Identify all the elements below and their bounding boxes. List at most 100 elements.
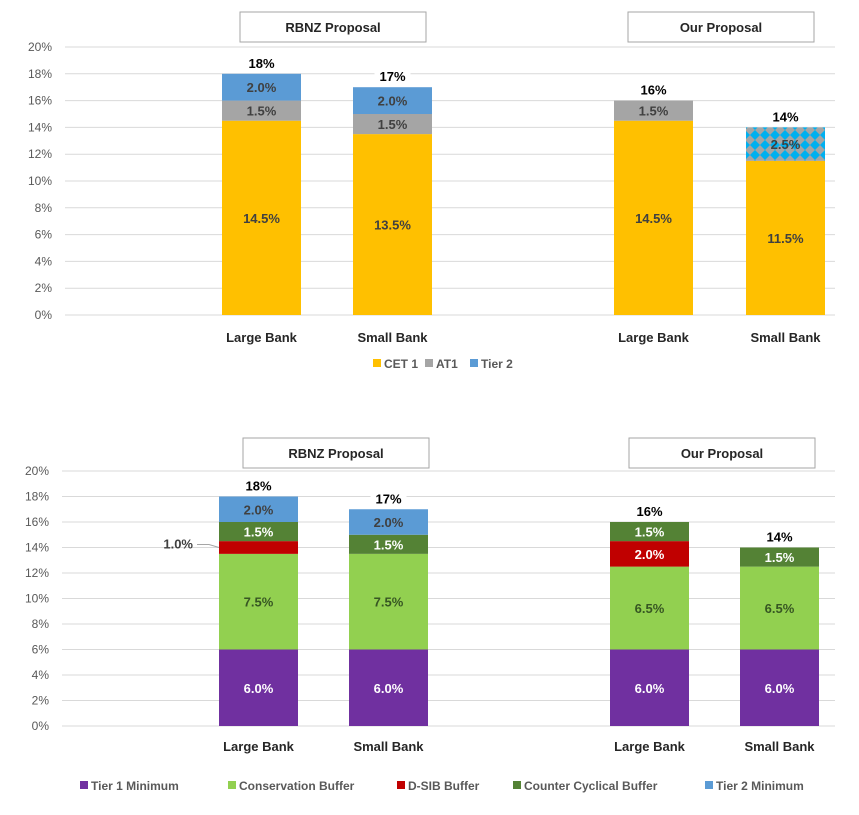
data-label: 1.5% [639, 104, 669, 119]
legend-label: Tier 1 Minimum [91, 779, 179, 793]
y-tick-label: 8% [32, 617, 50, 631]
legend-label: Tier 2 [481, 357, 513, 371]
bar-segment-tier-1-minimum [349, 649, 428, 726]
bar-segment-cet-1 [746, 160, 825, 315]
group-title: Our Proposal [681, 446, 763, 461]
legend-item: Tier 2 [470, 357, 513, 371]
y-tick-label: 6% [35, 228, 53, 242]
total-label: 16% [640, 83, 666, 98]
x-category-label: Small Bank [744, 739, 815, 754]
y-tick-label: 20% [28, 40, 52, 54]
callout-label: 1.0% [163, 537, 193, 552]
y-tick-label: 14% [28, 120, 52, 134]
total-label: 14% [772, 109, 798, 124]
legend-item: Tier 1 Minimum [80, 779, 179, 793]
y-tick-label: 0% [32, 719, 50, 733]
legend-item: Tier 2 Minimum [705, 779, 804, 793]
legend-swatch [513, 781, 521, 789]
legend-swatch [228, 781, 236, 789]
legend-label: CET 1 [384, 357, 418, 371]
data-label: 2.5% [771, 137, 801, 152]
group-title-box [627, 11, 815, 43]
data-label: 6.5% [765, 601, 795, 616]
y-tick-label: 12% [25, 566, 49, 580]
bar-segment-tier-1-minimum [610, 649, 689, 726]
data-label: 2.0% [244, 502, 274, 517]
group-title: RBNZ Proposal [288, 446, 383, 461]
bar-segment-cet-1 [614, 120, 693, 315]
bar-segment-counter-cyclical-buffer [349, 534, 428, 554]
data-label: 2.0% [635, 547, 665, 562]
bar-segment-tier-1-minimum [219, 649, 298, 726]
y-tick-label: 10% [25, 592, 49, 606]
data-label: 11.5% [767, 231, 804, 246]
y-tick-label: 8% [35, 201, 53, 215]
legend-label: Counter Cyclical Buffer [524, 779, 658, 793]
y-tick-label: 16% [28, 94, 52, 108]
data-label: 13.5% [374, 218, 411, 233]
legend-item: AT1 [425, 357, 458, 371]
legend-swatch [80, 781, 88, 789]
x-category-label: Large Bank [618, 330, 690, 345]
legend-item: Conservation Buffer [228, 779, 355, 793]
legend-swatch [373, 359, 381, 367]
legend-swatch [470, 359, 478, 367]
data-label: 14.5% [635, 211, 672, 226]
data-label: 6.0% [374, 681, 404, 696]
data-label: 6.0% [244, 681, 274, 696]
y-tick-label: 2% [35, 281, 53, 295]
x-category-label: Large Bank [223, 739, 295, 754]
total-label-bg [243, 54, 280, 71]
bar-segment-tier-2 [353, 87, 432, 114]
legend-item: Counter Cyclical Buffer [513, 779, 658, 793]
y-tick-label: 0% [35, 308, 53, 322]
bar-segment-tier-2 [222, 73, 301, 101]
total-label: 17% [375, 491, 401, 506]
total-label-bg [635, 81, 672, 98]
y-tick-label: 18% [25, 490, 49, 504]
x-category-label: Small Bank [353, 739, 424, 754]
data-label: 2.0% [374, 515, 404, 530]
data-label: 7.5% [244, 595, 274, 610]
chart-2: 0% 2% 4% 6% 8% 10% 12% 14% 16% 18% 20% RBNZ Proposa… [25, 437, 835, 793]
total-label-bg [240, 477, 277, 494]
bar-segment-conservation-buffer [610, 566, 689, 650]
legend-swatch [425, 359, 433, 367]
y-tick-label: 6% [32, 643, 50, 657]
group-title: Our Proposal [680, 20, 762, 35]
bar-segment-counter-cyclical-buffer [610, 522, 689, 542]
bar-segment-tier-2-minimum [219, 496, 298, 522]
total-label: 17% [379, 69, 405, 84]
y-tick-label: 4% [32, 668, 50, 682]
x-category-label: Small Bank [750, 330, 821, 345]
group-title: RBNZ Proposal [285, 20, 380, 35]
total-label: 16% [636, 504, 662, 519]
data-label: 14.5% [243, 211, 280, 226]
data-label: 2.0% [247, 80, 277, 95]
bar-segment-at1 [614, 100, 693, 121]
y-tick-label: 20% [25, 464, 49, 478]
legend-item: CET 1 [373, 357, 418, 371]
legend-item: D-SIB Buffer [397, 779, 480, 793]
bar-segment-tier-1-minimum [740, 649, 819, 726]
chart-1: 0% 2% 4% 6% 8% 10% 12% 14% 16% 18% 20% RBNZ Proposa… [28, 11, 835, 371]
total-label-bg [767, 108, 804, 125]
bar-segment-d-sib-buffer [219, 541, 298, 554]
bar-segment-conservation-buffer [349, 553, 428, 650]
legend-swatch [705, 781, 713, 789]
data-label: 1.5% [244, 525, 274, 540]
total-label-bg [374, 68, 411, 85]
data-label: 7.5% [374, 595, 404, 610]
legend-label: D-SIB Buffer [408, 779, 480, 793]
x-category-label: Large Bank [226, 330, 298, 345]
bar-segment-at1-tier-2-combined-patterned- [746, 127, 825, 161]
data-label: 6.0% [765, 681, 795, 696]
y-tick-label: 10% [28, 174, 52, 188]
data-label: 6.0% [635, 681, 665, 696]
data-label: 1.5% [374, 537, 404, 552]
legend-label: Tier 2 Minimum [716, 779, 804, 793]
y-tick-label: 16% [25, 515, 49, 529]
group-title-box [239, 11, 427, 43]
legend-label: Conservation Buffer [239, 779, 355, 793]
